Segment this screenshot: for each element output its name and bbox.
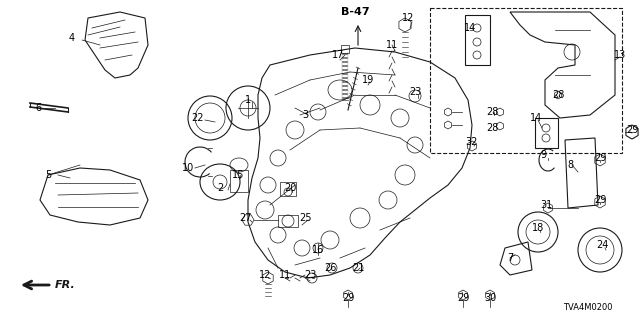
Text: B-47: B-47 [340, 7, 369, 17]
Text: 7: 7 [507, 253, 513, 263]
Text: 22: 22 [192, 113, 204, 123]
Text: 23: 23 [409, 87, 421, 97]
Text: 27: 27 [239, 213, 252, 223]
Text: 18: 18 [532, 223, 544, 233]
Text: 12: 12 [402, 13, 414, 23]
Text: 26: 26 [324, 263, 336, 273]
Text: 20: 20 [284, 183, 296, 193]
Text: FR.: FR. [55, 280, 76, 290]
Text: 2: 2 [217, 183, 223, 193]
Bar [278, 215, 298, 227]
Text: 30: 30 [484, 293, 496, 303]
Text: 29: 29 [594, 153, 606, 163]
Text: 29: 29 [626, 125, 638, 135]
Text: 5: 5 [45, 170, 51, 180]
Text: 3: 3 [302, 110, 308, 120]
Text: 6: 6 [35, 103, 41, 113]
Text: 12: 12 [259, 270, 271, 280]
Text: 10: 10 [182, 163, 194, 173]
Text: 14: 14 [530, 113, 542, 123]
Text: 29: 29 [342, 293, 354, 303]
Text: 24: 24 [596, 240, 608, 250]
Text: 19: 19 [362, 75, 374, 85]
Text: 28: 28 [486, 123, 498, 133]
Text: 32: 32 [466, 137, 478, 147]
Text: 29: 29 [457, 293, 469, 303]
Text: 31: 31 [540, 200, 552, 210]
Text: 28: 28 [486, 107, 498, 117]
Bar [430, 8, 622, 153]
Text: 4: 4 [69, 33, 75, 43]
Text: 11: 11 [386, 40, 398, 50]
Text: 1: 1 [245, 95, 251, 105]
Text: 28: 28 [552, 90, 564, 100]
Text: 29: 29 [594, 195, 606, 205]
Text: 8: 8 [567, 160, 573, 170]
Bar [230, 170, 248, 192]
Text: 17: 17 [332, 50, 344, 60]
Text: 9: 9 [540, 150, 546, 160]
Text: 16: 16 [312, 245, 324, 255]
Text: 21: 21 [352, 263, 364, 273]
Text: 14: 14 [464, 23, 476, 33]
Bar [280, 182, 296, 196]
Text: TVA4M0200: TVA4M0200 [563, 303, 612, 313]
Text: 11: 11 [279, 270, 291, 280]
Text: 13: 13 [614, 50, 626, 60]
Text: 23: 23 [304, 270, 316, 280]
Text: 25: 25 [299, 213, 311, 223]
Text: 15: 15 [232, 170, 244, 180]
Bar [341, 45, 349, 53]
